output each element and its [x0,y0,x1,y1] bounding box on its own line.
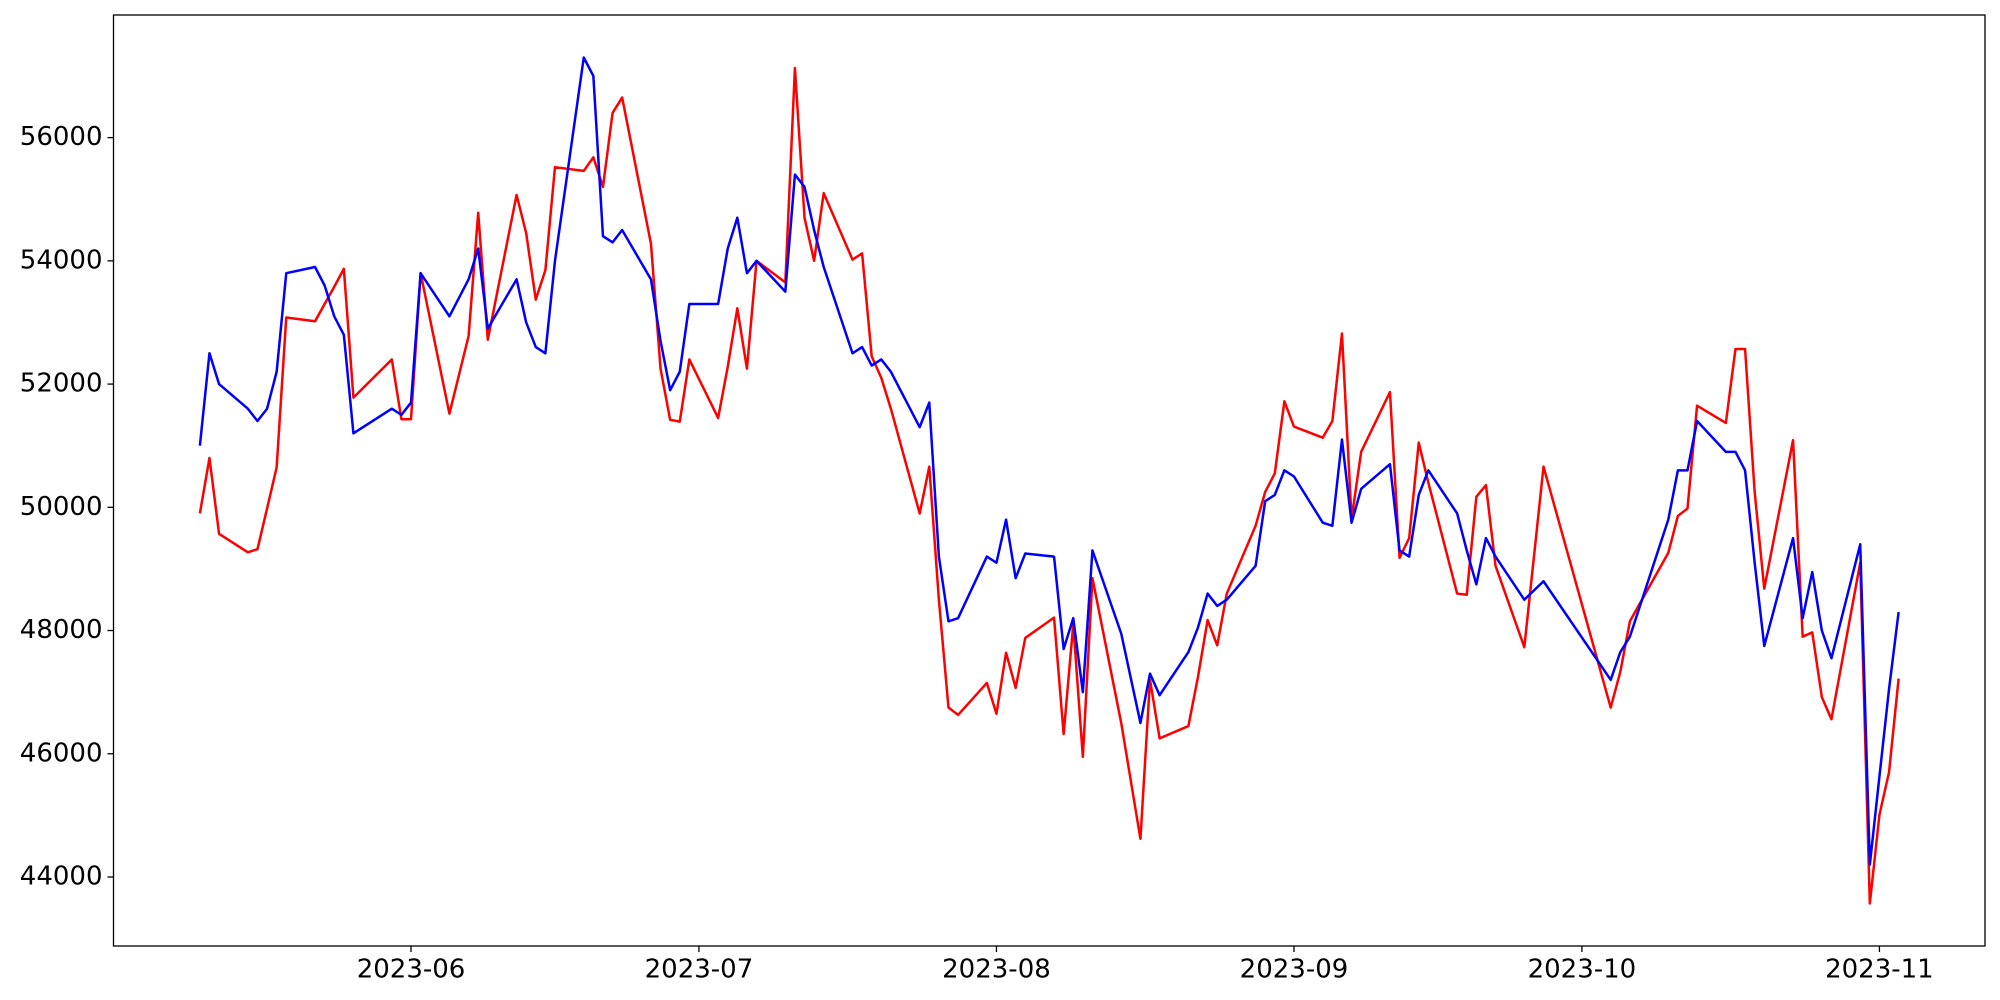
y-tick-label: 52000 [20,369,103,399]
x-tick-label: 2023-08 [942,955,1051,985]
x-tick-label: 2023-06 [357,955,466,985]
y-tick-label: 50000 [20,492,103,522]
y-tick-label: 46000 [20,738,103,768]
x-tick-label: 2023-10 [1528,955,1637,985]
x-tick-label: 2023-11 [1825,955,1934,985]
plot-frame [112,14,1986,947]
data-line [198,66,1900,905]
data-line [198,56,1900,866]
y-tick-label: 44000 [20,861,103,891]
y-tick-label: 48000 [20,615,103,645]
x-tick-label: 2023-07 [645,955,754,985]
x-tick-label: 2023-09 [1240,955,1349,985]
y-tick-label: 56000 [20,122,103,152]
y-tick-label: 54000 [20,245,103,275]
